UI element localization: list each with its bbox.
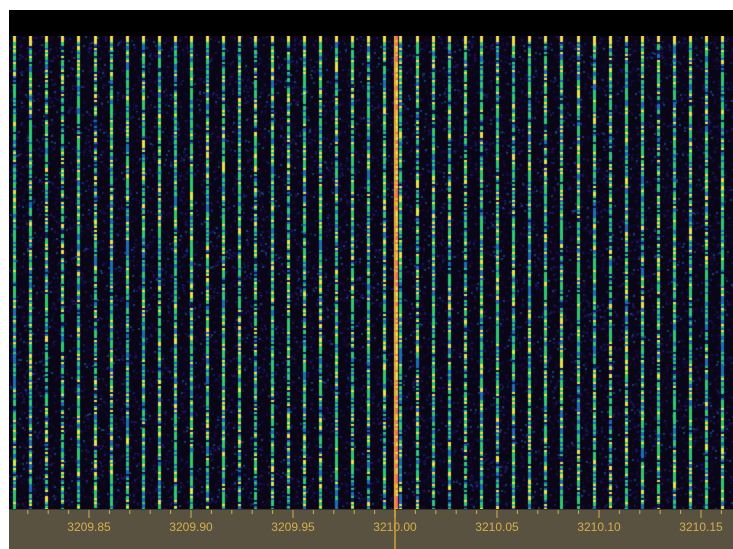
freq-label: 3209.85 — [67, 520, 111, 534]
freq-label: 3209.90 — [169, 520, 213, 534]
waterfall-window[interactable]: 3209.85 3209.90 3209.95 3210.00 3210.05 3210.… — [9, 10, 733, 549]
freq-label: 3209.95 — [271, 520, 315, 534]
freq-label: 3210.15 — [679, 520, 723, 534]
freq-label: 3210.05 — [475, 520, 519, 534]
waterfall-display[interactable] — [9, 36, 733, 509]
frequency-ticks — [27, 510, 722, 518]
waterfall-header — [9, 10, 733, 36]
freq-label: 3210.10 — [577, 520, 621, 534]
frequency-scale[interactable]: 3209.85 3209.90 3209.95 3210.00 3210.05 3210.… — [9, 509, 733, 549]
freq-label: 3210.00 — [373, 520, 417, 534]
